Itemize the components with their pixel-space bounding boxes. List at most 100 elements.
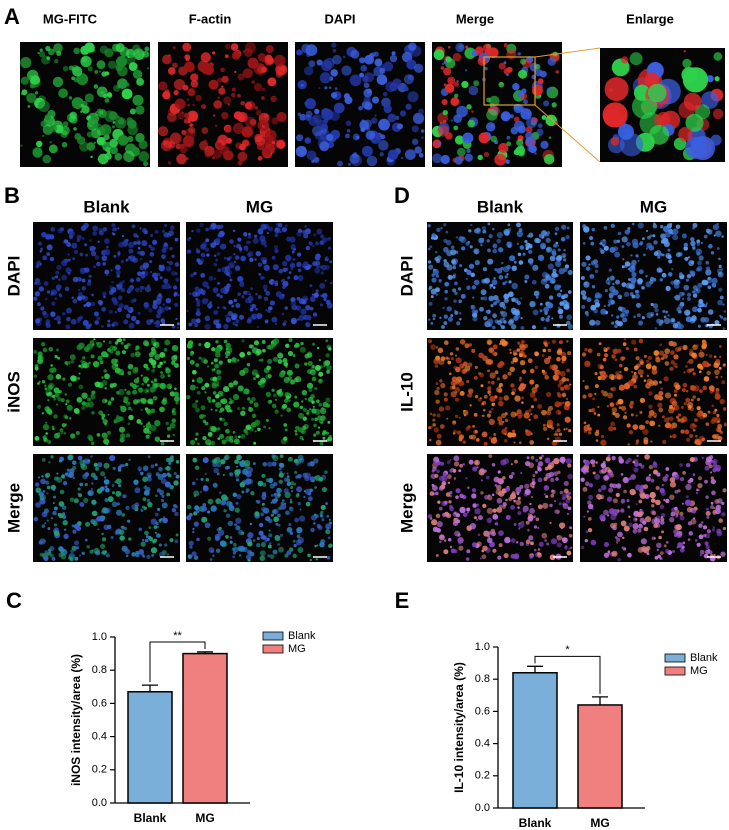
cell — [166, 434, 171, 438]
row-title: Merge — [397, 483, 416, 533]
cell — [72, 476, 75, 480]
cell — [315, 430, 320, 435]
cell — [189, 359, 195, 365]
cell — [168, 461, 172, 465]
cell — [556, 542, 562, 548]
cell — [141, 240, 148, 247]
cell — [177, 111, 185, 120]
cell — [158, 126, 169, 137]
cell — [359, 72, 364, 78]
cell — [443, 482, 446, 486]
cell — [660, 515, 664, 519]
significance-bracket — [149, 641, 206, 683]
cell — [210, 377, 214, 381]
cell — [92, 360, 100, 368]
cell — [665, 422, 672, 429]
cell — [586, 470, 590, 473]
cell — [332, 54, 342, 65]
cell — [514, 459, 518, 464]
cell — [612, 282, 615, 286]
cell — [120, 287, 126, 293]
cell — [62, 121, 69, 127]
cell — [150, 380, 154, 383]
cell — [692, 473, 696, 476]
cell — [518, 527, 521, 530]
cell — [503, 298, 509, 304]
cell — [638, 499, 643, 504]
cell — [675, 415, 680, 419]
cell — [555, 477, 559, 481]
cell — [703, 376, 710, 382]
cell — [491, 402, 495, 407]
cell — [182, 42, 192, 52]
cell — [38, 491, 44, 497]
cell — [59, 489, 65, 495]
cell — [432, 413, 436, 417]
cell — [563, 249, 566, 252]
cell — [534, 351, 539, 357]
cell — [587, 424, 590, 427]
cell — [556, 423, 560, 427]
cell — [253, 441, 257, 445]
cell — [117, 78, 128, 89]
cell — [652, 223, 658, 229]
cell — [672, 234, 679, 241]
cell — [136, 376, 140, 380]
cell — [139, 257, 143, 261]
cell — [716, 413, 720, 418]
cell — [364, 72, 375, 82]
cell — [532, 474, 536, 478]
cell — [696, 488, 699, 492]
cell — [259, 522, 264, 528]
cell — [621, 282, 627, 288]
cell — [101, 550, 107, 555]
cell — [590, 304, 597, 311]
cell — [118, 303, 124, 309]
cell — [226, 408, 231, 413]
cell — [492, 286, 496, 289]
cell — [297, 268, 302, 273]
cell — [221, 494, 228, 501]
cell — [61, 141, 68, 148]
cell — [564, 264, 570, 269]
row-title: Merge — [4, 483, 23, 533]
cell — [72, 460, 77, 465]
cell — [221, 417, 226, 422]
cell — [667, 272, 673, 277]
cell — [195, 432, 199, 436]
cell — [707, 363, 711, 367]
cell — [715, 375, 719, 379]
cell — [718, 287, 723, 292]
cell — [689, 433, 694, 439]
cell — [501, 340, 508, 347]
cell — [718, 257, 721, 261]
cell — [457, 533, 461, 537]
cell — [269, 300, 276, 306]
cell — [618, 306, 623, 312]
cell — [610, 522, 616, 529]
cell — [215, 498, 222, 505]
cell — [646, 359, 650, 363]
cell — [550, 477, 555, 483]
cell — [600, 308, 607, 315]
cell — [321, 60, 333, 72]
cell — [641, 316, 645, 320]
cell — [443, 259, 447, 263]
cell — [89, 239, 92, 242]
cell — [304, 397, 307, 401]
cell — [229, 438, 234, 443]
cell — [471, 348, 476, 354]
cell — [195, 299, 201, 304]
cell — [485, 475, 490, 480]
cell — [79, 141, 90, 152]
cell — [20, 76, 29, 85]
cell — [623, 489, 627, 494]
cell — [449, 352, 454, 356]
cell — [56, 50, 62, 56]
cell — [293, 401, 300, 408]
cell — [623, 383, 630, 390]
cell — [74, 242, 77, 246]
cell — [536, 128, 544, 136]
error-bar — [592, 696, 608, 705]
cell — [647, 355, 652, 360]
